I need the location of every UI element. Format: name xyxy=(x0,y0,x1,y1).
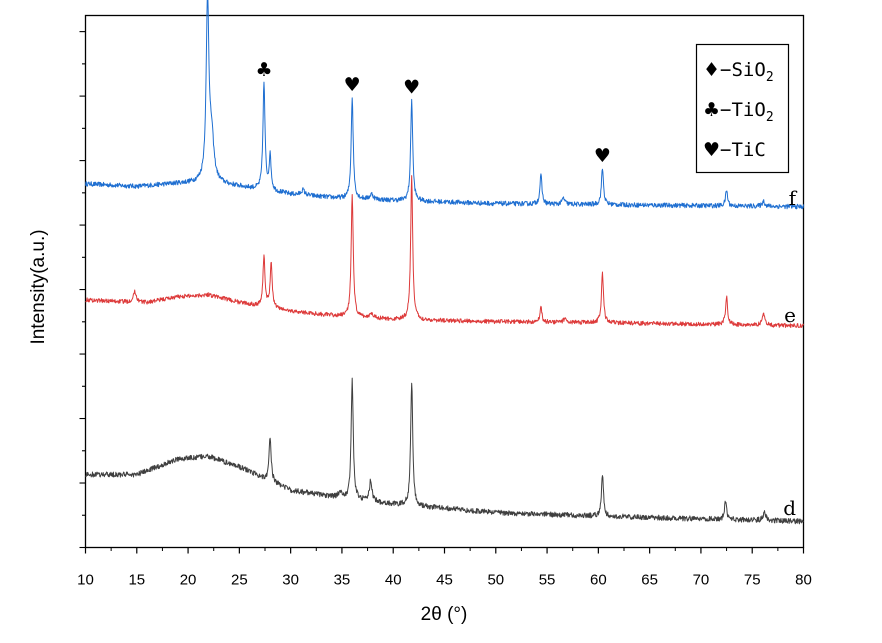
x-tick-label: 20 xyxy=(180,572,197,589)
x-axis-title: 2θ (°) xyxy=(421,604,468,625)
y-axis-ticks xyxy=(79,31,86,549)
curve-label-d: d xyxy=(783,496,796,520)
x-tick-label: 55 xyxy=(539,572,556,589)
x-tick-label: 70 xyxy=(693,572,710,589)
curves xyxy=(85,0,804,525)
peak-marker: ♥ xyxy=(344,74,361,96)
plot-frame xyxy=(84,14,805,549)
peak-marker: ♣ xyxy=(255,59,272,81)
peak-marker: ♥ xyxy=(403,77,420,99)
curve-label-e: e xyxy=(784,303,796,327)
x-tick-label: 35 xyxy=(334,572,351,589)
x-tick-label: 60 xyxy=(590,572,607,589)
x-axis: 10 15 20 25 30 35 40 45 50 55 60 65 70 75 80 xyxy=(77,547,812,589)
x-tick-label: 45 xyxy=(436,572,453,589)
peak-marker: ♥ xyxy=(594,145,611,167)
series-d-line xyxy=(85,377,804,525)
series-e-line xyxy=(85,175,804,329)
curve-label-f: f xyxy=(789,186,798,210)
legend-entry: ♥−TiC xyxy=(703,139,766,161)
x-tick-label: 25 xyxy=(231,572,248,589)
legend-entry: ♣−TiO2 xyxy=(703,99,774,125)
series-f-line xyxy=(85,0,804,210)
x-tick-label: 10 xyxy=(77,572,94,589)
x-tick-label: 65 xyxy=(641,572,658,589)
x-tick-label: 40 xyxy=(385,572,402,589)
x-tick-label: 75 xyxy=(744,572,761,589)
x-tick-label: 15 xyxy=(128,572,145,589)
y-axis-title: Intensity(a.u.) xyxy=(28,229,49,344)
x-tick-label: 30 xyxy=(282,572,299,589)
x-tick-label: 80 xyxy=(795,572,812,589)
legend-box xyxy=(695,43,790,174)
peak-markers: ♦♣♥♥♥ xyxy=(255,59,611,167)
legend: ♦−SiO2 ♣−TiO2 ♥−TiC xyxy=(695,43,790,174)
curve-labels: f e d xyxy=(783,186,797,520)
x-tick-label: 50 xyxy=(487,572,504,589)
legend-entry: ♦−SiO2 xyxy=(703,59,774,85)
